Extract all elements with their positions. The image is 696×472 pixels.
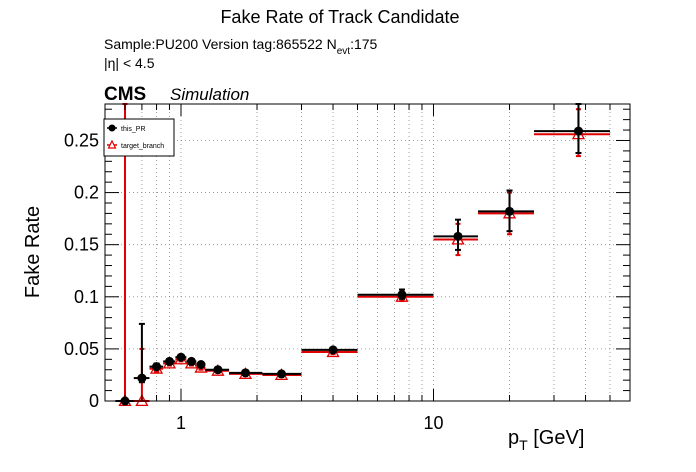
legend-label-target-branch: target_branch xyxy=(121,143,164,150)
marker-triangle xyxy=(135,394,149,407)
legend-box xyxy=(103,118,175,157)
cms-label: CMS xyxy=(104,84,146,105)
legend-marker-this-pr xyxy=(108,124,116,132)
data-point-this-PR xyxy=(205,365,230,375)
eta-range-label: |η| < 4.5 xyxy=(104,55,155,71)
sample-info-sub: evt xyxy=(337,46,351,57)
x-axis-label: pT [GeV] xyxy=(508,427,584,453)
legend-marker-target-branch xyxy=(107,139,117,149)
marker-circle xyxy=(397,290,407,300)
data-point-this-PR xyxy=(357,288,434,300)
data-point-this-PR xyxy=(175,352,187,362)
y-tick-label: 0.2 xyxy=(74,183,99,203)
x-tick-label: 1 xyxy=(176,413,186,433)
data-point-this-PR xyxy=(262,369,302,379)
data-point-this-PR xyxy=(186,356,197,366)
legend-entry-this-pr: this_PR xyxy=(107,124,146,133)
marker-circle xyxy=(573,126,583,136)
x-tick-label: 10 xyxy=(423,413,443,433)
chart-title: Fake Rate of Track Candidate xyxy=(220,7,459,27)
legend-entry-target-branch: target_branch xyxy=(107,139,164,150)
y-tick-label: 0.15 xyxy=(64,235,99,255)
marker-circle xyxy=(276,369,286,379)
marker-circle xyxy=(196,360,206,370)
data-point-this-PR xyxy=(301,345,358,355)
simulation-label: Simulation xyxy=(170,85,249,104)
marker-circle xyxy=(186,356,196,366)
data-point-this-PR xyxy=(533,103,611,154)
data-point-this-PR xyxy=(433,218,478,251)
marker-circle xyxy=(240,368,250,378)
y-axis-label: Fake Rate xyxy=(22,206,44,298)
x-axis-label-main: p xyxy=(508,427,519,449)
marker-circle xyxy=(328,345,338,355)
y-tick-label: 0.1 xyxy=(74,287,99,307)
marker-circle xyxy=(213,365,223,375)
data-point-this-PR xyxy=(149,362,164,372)
y-tick-label: 0 xyxy=(89,391,99,411)
y-tick-label: 0.05 xyxy=(64,339,99,359)
y-tick-label: 0.25 xyxy=(64,130,99,150)
data-point-this-PR xyxy=(133,322,150,384)
data-point-this-PR xyxy=(163,356,176,366)
marker-circle xyxy=(152,362,162,372)
plot-frame xyxy=(104,103,631,402)
axes: 1 10 0 0.05 0.1 0.15 0.2 0.25 xyxy=(64,104,631,433)
marker-circle xyxy=(164,356,174,366)
marker-circle xyxy=(137,373,147,383)
sample-info-label: Sample:PU200 Version tag:865522 Nevt:175 xyxy=(104,36,378,57)
data-point-this-PR xyxy=(229,368,263,378)
marker-circle xyxy=(505,206,515,216)
legend: this_PR target_branch xyxy=(103,118,175,157)
marker-circle xyxy=(176,352,186,362)
data-point-this-PR xyxy=(196,360,206,370)
sample-info-suffix: :175 xyxy=(350,36,377,52)
sample-info-prefix: Sample:PU200 Version tag:865522 N xyxy=(104,36,337,52)
legend-label-this-pr: this_PR xyxy=(121,126,146,133)
series-this-PR xyxy=(115,103,611,406)
data-layer xyxy=(115,103,611,407)
marker-circle xyxy=(453,231,463,241)
x-axis-label-sub: T xyxy=(519,437,528,453)
data-point-this-PR xyxy=(477,189,534,233)
x-axis-label-unit: [GeV] xyxy=(528,427,585,449)
